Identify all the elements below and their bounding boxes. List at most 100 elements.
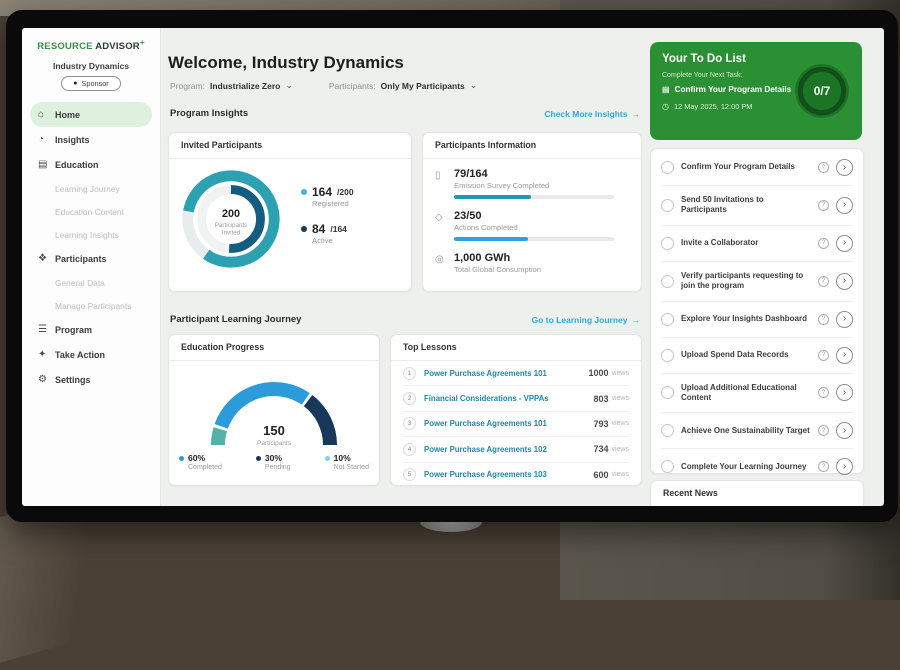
sidebar-item[interactable]: Learning Journey bbox=[55, 183, 120, 194]
sponsor-badge[interactable]: ● Sponsor bbox=[61, 76, 121, 92]
sidebar-item[interactable]: ▤ Education bbox=[38, 158, 99, 170]
todo-checkbox[interactable] bbox=[661, 236, 674, 250]
lesson-link[interactable]: Financial Considerations - VPPAs bbox=[424, 394, 549, 404]
task-due-date: ◷ 12 May 2025, 12:00 PM bbox=[662, 102, 753, 111]
todo-checkbox[interactable] bbox=[661, 348, 674, 362]
info-icon[interactable] bbox=[818, 313, 829, 325]
chevron-right-icon[interactable] bbox=[836, 272, 853, 290]
sidebar-item[interactable]: Learning Insights bbox=[55, 229, 119, 240]
chevron-right-icon[interactable] bbox=[836, 310, 853, 328]
sidebar-nav: ⌂ Home ◔ Insights ▤ Education bbox=[22, 102, 160, 392]
svg-text:Invited: Invited bbox=[222, 230, 241, 237]
todo-checkbox[interactable] bbox=[661, 460, 674, 474]
take-action-icon: ✦ bbox=[38, 348, 47, 360]
chevron-right-icon[interactable] bbox=[836, 384, 853, 402]
svg-text:Participants: Participants bbox=[215, 222, 247, 229]
metric-row: ◇ 23/50 Actions Completed bbox=[435, 210, 627, 241]
lesson-link[interactable]: Power Purchase Agreements 103 bbox=[424, 470, 547, 480]
sidebar-item[interactable]: ◔ Insights bbox=[38, 133, 90, 145]
info-icon[interactable] bbox=[818, 349, 829, 361]
chevron-down-icon: ⌄ bbox=[285, 80, 293, 90]
invited-legend: 164/200 Registered 84/164 Active bbox=[301, 185, 354, 259]
monitor-bezel: RESOURCE ADVISOR+ Industry Dynamics ● Sp… bbox=[6, 10, 898, 522]
chevron-down-icon: ⌄ bbox=[469, 80, 478, 90]
legend-item: 84/164 Active bbox=[301, 222, 354, 245]
legend-dot bbox=[179, 455, 184, 461]
sidebar-item[interactable]: Education Content bbox=[55, 206, 124, 217]
page-title: Welcome, Industry Dynamics bbox=[168, 53, 404, 73]
card-title: Invited Participants bbox=[169, 133, 411, 159]
section-title: Program Insights bbox=[170, 108, 249, 119]
sidebar-item[interactable]: ✦ Take Action bbox=[38, 348, 106, 360]
check-more-insights-link[interactable]: Check More Insights → bbox=[544, 108, 640, 119]
todo-checkbox[interactable] bbox=[661, 386, 674, 400]
program-dropdown[interactable]: Program: Industrialize Zero ⌄ bbox=[170, 80, 293, 91]
todo-item: Achieve One Sustainability Target bbox=[661, 413, 853, 450]
sidebar-item[interactable]: ☰ Program bbox=[38, 323, 93, 335]
legend-dot bbox=[301, 189, 307, 195]
metrics-list: ▯ 79/164 Emission Survey Completed ◇ 23/… bbox=[423, 159, 641, 274]
go-to-learning-journey-link[interactable]: Go to Learning Journey → bbox=[531, 314, 640, 325]
todo-checkbox[interactable] bbox=[661, 198, 674, 212]
lesson-link[interactable]: Power Purchase Agreements 102 bbox=[424, 444, 547, 454]
program-insights-header: Program Insights Check More Insights → bbox=[170, 108, 640, 119]
todo-checkbox[interactable] bbox=[661, 161, 674, 174]
next-task[interactable]: ▤ Confirm Your Program Details bbox=[662, 85, 792, 94]
lesson-link[interactable]: Power Purchase Agreements 101 bbox=[424, 419, 547, 429]
lesson-rank: 1 bbox=[403, 366, 416, 380]
section-title: Participant Learning Journey bbox=[170, 314, 302, 325]
chevron-right-icon[interactable] bbox=[836, 159, 853, 176]
app-logo: RESOURCE ADVISOR+ bbox=[22, 38, 160, 52]
todo-checkbox[interactable] bbox=[661, 424, 674, 438]
info-icon[interactable] bbox=[818, 237, 829, 249]
sidebar-item[interactable]: ❖ Participants bbox=[38, 252, 107, 264]
lesson-views: 734 bbox=[593, 444, 609, 455]
program-icon: ☰ bbox=[38, 323, 47, 335]
sponsor-badge-label: Sponsor bbox=[81, 79, 109, 89]
sidebar-item[interactable]: General Data bbox=[55, 277, 105, 288]
lessons-list: 1 Power Purchase Agreements 101 1000 vie… bbox=[391, 361, 641, 487]
info-icon[interactable] bbox=[818, 162, 829, 173]
info-icon[interactable] bbox=[818, 275, 829, 287]
logo-text-secondary: ADVISOR bbox=[95, 41, 140, 53]
card-title: Education Progress bbox=[169, 335, 379, 361]
todo-title: Your To Do List bbox=[662, 53, 746, 65]
todo-checkbox[interactable] bbox=[661, 312, 674, 326]
clock-icon: ◷ bbox=[662, 102, 669, 111]
org-name: Industry Dynamics bbox=[52, 61, 130, 72]
todo-list-card: Confirm Your Program Details Send 50 Inv… bbox=[650, 148, 864, 503]
education-icon: ▤ bbox=[38, 158, 48, 170]
card-title: Participants Information bbox=[423, 133, 641, 159]
chevron-right-icon[interactable] bbox=[836, 196, 853, 214]
lesson-rank: 5 bbox=[403, 468, 416, 482]
chevron-right-icon[interactable] bbox=[836, 234, 853, 252]
sponsor-icon: ● bbox=[73, 80, 78, 88]
info-icon[interactable] bbox=[818, 461, 829, 473]
chevron-right-icon[interactable] bbox=[836, 422, 853, 440]
lesson-row: 1 Power Purchase Agreements 101 1000 vie… bbox=[403, 361, 629, 387]
sidebar-item[interactable]: ⚙ Settings bbox=[38, 373, 91, 385]
education-progress-card: Education Progress 150 Participants 60% C… bbox=[168, 334, 380, 486]
invited-participants-card: Invited Participants 200 Participants Invi… bbox=[168, 132, 412, 292]
todo-item: Explore Your Insights Dashboard bbox=[661, 302, 853, 338]
settings-icon: ⚙ bbox=[38, 373, 47, 385]
chevron-right-icon[interactable] bbox=[836, 346, 853, 364]
info-icon[interactable] bbox=[818, 425, 829, 437]
lesson-link[interactable]: Power Purchase Agreements 101 bbox=[424, 368, 547, 378]
lesson-rank: 4 bbox=[403, 442, 416, 456]
sidebar: RESOURCE ADVISOR+ Industry Dynamics ● Sp… bbox=[22, 28, 161, 506]
info-icon[interactable] bbox=[818, 387, 829, 399]
lesson-views: 600 bbox=[593, 469, 609, 480]
todo-item: Upload Additional Educational Content bbox=[661, 374, 853, 414]
todo-checkbox[interactable] bbox=[661, 274, 674, 288]
top-lessons-card: Top Lessons 1 Power Purchase Agreements … bbox=[390, 334, 642, 486]
participants-dropdown[interactable]: Participants: Only My Participants ⌄ bbox=[329, 80, 477, 91]
sidebar-item[interactable]: Manage Participants bbox=[55, 300, 132, 311]
lesson-views: 1000 bbox=[588, 368, 609, 379]
chevron-right-icon[interactable] bbox=[836, 458, 853, 476]
info-icon[interactable] bbox=[818, 199, 829, 211]
sidebar-item[interactable]: ⌂ Home bbox=[30, 102, 152, 128]
participants-label: Participants: bbox=[328, 80, 376, 91]
survey-icon: ▯ bbox=[435, 170, 441, 181]
card-title: Top Lessons bbox=[391, 335, 641, 361]
